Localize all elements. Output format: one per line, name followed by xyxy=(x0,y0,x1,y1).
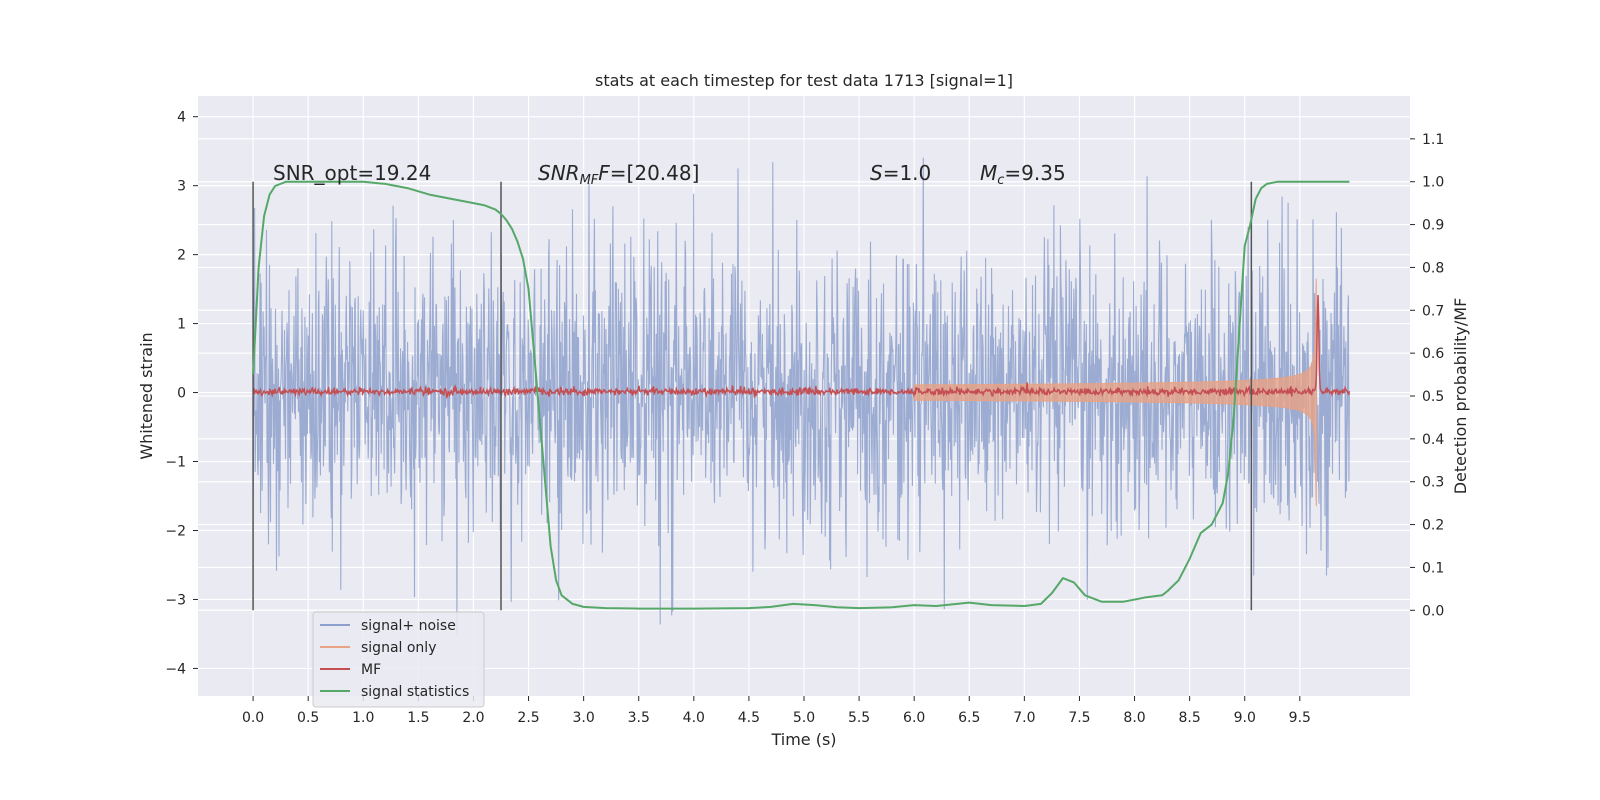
y-right-tick-label: 1.0 xyxy=(1422,175,1444,191)
y-left-tick-label: 4 xyxy=(177,110,186,126)
series-signal-statistics xyxy=(252,180,1350,610)
x-tick-label: 2.0 xyxy=(462,710,484,726)
y-right-tick-label: 0.3 xyxy=(1422,475,1444,491)
y-right-tick-label: 0.8 xyxy=(1422,260,1444,276)
annotation-mc: Mc=9.35 xyxy=(980,161,1066,188)
x-tick-label: 3.0 xyxy=(573,710,595,726)
y-right-tick-label: 0.1 xyxy=(1422,560,1444,576)
annotation-snr-opt: SNR_opt=19.24 xyxy=(273,161,431,185)
legend-label-mf: MF xyxy=(361,662,381,678)
y-right-tick-label: 0.7 xyxy=(1422,303,1444,319)
x-tick-label: 6.0 xyxy=(903,710,925,726)
vertical-markers xyxy=(252,181,1253,611)
x-tick-label: 3.5 xyxy=(628,710,650,726)
signal-plus-noise-line xyxy=(252,157,1350,634)
x-tick-label: 6.5 xyxy=(958,710,980,726)
y-axis-right-label: Detection probability/MF xyxy=(1451,298,1470,495)
chart-title: stats at each timestep for test data 171… xyxy=(595,71,1013,90)
x-tick-label: 8.0 xyxy=(1123,710,1145,726)
x-tick-label: 5.0 xyxy=(793,710,815,726)
x-tick-label: 9.0 xyxy=(1234,710,1256,726)
series-mf xyxy=(252,294,1351,400)
mf-line xyxy=(252,294,1351,400)
legend-box xyxy=(312,611,485,708)
y-right-tick-label: 0.6 xyxy=(1422,346,1444,362)
y-right-tick-label: 0.4 xyxy=(1422,432,1444,448)
y-left-tick-label: 2 xyxy=(177,248,186,264)
x-tick-label: 0.5 xyxy=(297,710,319,726)
x-tick-label: 7.5 xyxy=(1068,710,1090,726)
y-left-tick-label: −1 xyxy=(165,455,186,471)
annotation-s: S=1.0 xyxy=(870,161,931,185)
x-tick-label: 2.5 xyxy=(517,710,539,726)
y-right-tick-label: 0.5 xyxy=(1422,389,1444,405)
x-tick-label: 1.0 xyxy=(352,710,374,726)
x-axis-label: Time (s) xyxy=(770,730,836,749)
x-tick-label: 7.0 xyxy=(1013,710,1035,726)
y-right-tick-label: 1.1 xyxy=(1422,132,1444,148)
y-right-tick-label: 0.2 xyxy=(1422,518,1444,534)
x-tick-label: 5.5 xyxy=(848,710,870,726)
y-axis-right-ticks: 1.1 1.0 0.9 0.8 0.7 0.6 0.5 0.4 0.3 0.2 0.1 0.0 xyxy=(1410,132,1444,619)
legend-label-signal-statistics: signal statistics xyxy=(361,684,469,700)
x-tick-label: 8.5 xyxy=(1179,710,1201,726)
y-left-tick-label: −2 xyxy=(165,523,186,539)
legend-label-signal-plus-noise: signal+ noise xyxy=(361,618,456,634)
y-right-tick-label: 0.9 xyxy=(1422,218,1444,234)
series-signal-plus-noise xyxy=(252,157,1350,634)
y-left-tick-label: 3 xyxy=(177,179,186,195)
x-tick-label: 4.0 xyxy=(683,710,705,726)
x-tick-label: 4.5 xyxy=(738,710,760,726)
legend-label-signal-only: signal only xyxy=(361,640,436,656)
annotation-snr-mf: SNRMFF=[20.48] xyxy=(538,161,699,188)
y-left-tick-label: 0 xyxy=(177,386,186,402)
y-left-tick-label: −3 xyxy=(165,592,186,608)
signal-statistics-line xyxy=(252,180,1350,610)
x-tick-label: 9.5 xyxy=(1289,710,1311,726)
x-axis-ticks: 0.0 0.5 1.0 1.5 2.0 2.5 3.0 3.5 4.0 4.5 5.0 5.5 6.0 6… xyxy=(242,696,1311,726)
y-left-tick-label: 1 xyxy=(177,317,186,333)
y-right-tick-label: 0.0 xyxy=(1422,603,1444,619)
y-axis-left-label: Whitened strain xyxy=(137,332,156,459)
y-axis-left-ticks: 4 3 2 1 0 −1 −2 −3 −4 xyxy=(165,110,198,677)
legend: signal+ noise signal only MF signal stat… xyxy=(312,611,485,708)
y-left-tick-label: −4 xyxy=(165,661,186,677)
x-tick-label: 0.0 xyxy=(242,710,264,726)
x-tick-label: 1.5 xyxy=(407,710,429,726)
